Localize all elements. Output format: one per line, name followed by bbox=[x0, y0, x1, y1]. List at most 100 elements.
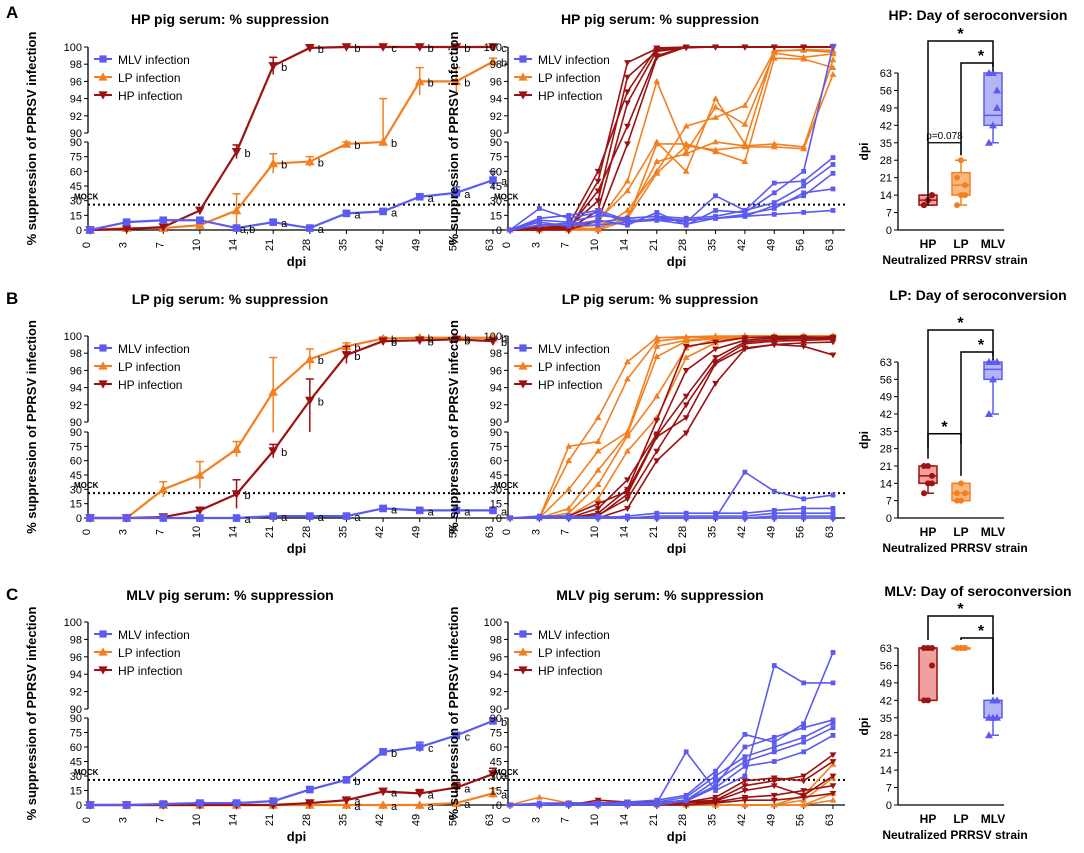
significance-letter: a bbox=[391, 207, 398, 219]
significance-letter: b bbox=[244, 148, 250, 160]
data-point bbox=[488, 56, 498, 66]
data-point bbox=[829, 64, 837, 71]
data-point bbox=[305, 396, 315, 406]
x-tick-label: 14 bbox=[618, 814, 630, 826]
data-point bbox=[770, 143, 778, 150]
legend-marker bbox=[98, 647, 108, 656]
data-point bbox=[536, 222, 542, 228]
data-point bbox=[830, 162, 836, 167]
data-point bbox=[829, 759, 837, 765]
data-point bbox=[595, 802, 601, 808]
data-point bbox=[713, 773, 718, 779]
data-point bbox=[770, 797, 778, 804]
data-point bbox=[653, 342, 661, 349]
data-point bbox=[712, 44, 719, 51]
legend-label: LP infection bbox=[538, 71, 601, 85]
data-point bbox=[770, 338, 778, 345]
y-tick-label: 45 bbox=[490, 181, 502, 193]
data-point bbox=[830, 680, 836, 686]
sig-bracket bbox=[960, 351, 994, 444]
y-tick-label: 92 bbox=[70, 111, 82, 123]
data-point bbox=[741, 346, 749, 353]
x-axis-label: dpi bbox=[287, 541, 307, 556]
data-point bbox=[414, 43, 425, 52]
legend-label: HP infection bbox=[538, 89, 602, 103]
data-point bbox=[268, 447, 278, 456]
data-point bbox=[414, 336, 425, 346]
y-tick-label: 14 bbox=[880, 190, 892, 202]
sig-bracket bbox=[927, 433, 962, 476]
y-tick-label: 35 bbox=[880, 426, 892, 438]
x-tick-label: 21 bbox=[264, 526, 276, 538]
x-tick-label: 21 bbox=[648, 814, 660, 826]
data-point bbox=[742, 754, 748, 760]
data-point bbox=[801, 515, 807, 521]
legend-label: LP infection bbox=[538, 360, 601, 374]
data-point bbox=[378, 787, 388, 797]
x-tick-label: 0 bbox=[501, 817, 513, 823]
y-tick-label: 60 bbox=[70, 166, 82, 178]
data-point bbox=[742, 510, 748, 516]
x-tick-label: 10 bbox=[191, 814, 203, 826]
y-tick-label: 98 bbox=[70, 59, 82, 71]
x-tick-label: 10 bbox=[191, 526, 203, 538]
data-point bbox=[682, 150, 690, 157]
data-point bbox=[305, 156, 315, 166]
y-tick-label: 0 bbox=[496, 225, 502, 237]
data-point bbox=[195, 206, 205, 216]
p-value-label: p=0.078 bbox=[926, 131, 963, 142]
data-point bbox=[379, 207, 387, 216]
x-axis-label: dpi bbox=[667, 541, 687, 556]
x-tick-label: 49 bbox=[765, 814, 777, 826]
significance-letter: b bbox=[501, 717, 507, 729]
significance-letter: a bbox=[391, 801, 398, 813]
data-point bbox=[535, 227, 543, 234]
data-point bbox=[771, 510, 777, 516]
box-point bbox=[954, 202, 960, 209]
x-tick-label: 56 bbox=[795, 814, 807, 826]
data-point bbox=[829, 352, 837, 359]
data-point bbox=[268, 62, 278, 71]
panel-letter: A bbox=[6, 3, 18, 22]
y-tick-label: 100 bbox=[484, 617, 502, 629]
box-point bbox=[929, 480, 935, 487]
data-point bbox=[654, 515, 660, 521]
significance-letter: b bbox=[428, 43, 434, 55]
legend-marker bbox=[518, 72, 528, 81]
data-point bbox=[683, 794, 689, 800]
sig-star: * bbox=[978, 48, 985, 65]
chart-title: LP pig serum: % suppression bbox=[562, 291, 759, 307]
data-point bbox=[378, 137, 388, 146]
x-tick-label: MLV bbox=[981, 237, 1005, 251]
y-tick-label: 90 bbox=[70, 713, 82, 725]
y-tick-label: 98 bbox=[70, 348, 82, 360]
data-point bbox=[624, 187, 631, 194]
chart-title: LP: Day of seroconversion bbox=[889, 287, 1066, 303]
x-tick-label: 7 bbox=[560, 817, 572, 823]
data-point bbox=[653, 78, 661, 84]
data-point bbox=[742, 469, 748, 475]
box-point bbox=[925, 463, 931, 469]
x-tick-label: 42 bbox=[374, 814, 386, 826]
data-point bbox=[653, 48, 661, 54]
y-tick-label: 75 bbox=[70, 152, 82, 164]
data-point bbox=[306, 785, 314, 794]
series-line bbox=[89, 45, 493, 232]
y-tick-label: 75 bbox=[490, 441, 502, 453]
data-point bbox=[741, 788, 749, 794]
x-tick-label: 42 bbox=[736, 239, 748, 251]
y-axis-label: dpi bbox=[857, 718, 871, 736]
data-point bbox=[653, 417, 661, 424]
data-point bbox=[232, 514, 241, 522]
data-point bbox=[829, 71, 837, 77]
y-tick-label: 92 bbox=[70, 687, 82, 699]
box-point bbox=[929, 192, 935, 199]
x-tick-label: 14 bbox=[618, 526, 630, 538]
data-point bbox=[800, 778, 808, 785]
significance-letter: b bbox=[318, 397, 324, 409]
data-point bbox=[800, 773, 808, 780]
data-point bbox=[624, 89, 631, 96]
data-point bbox=[682, 122, 690, 129]
data-point bbox=[232, 799, 241, 807]
data-point bbox=[595, 212, 601, 218]
